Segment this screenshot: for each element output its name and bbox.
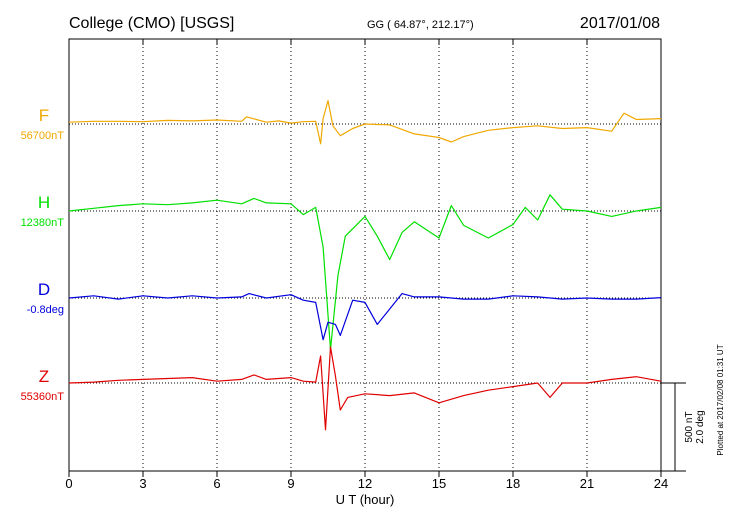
x-tick-label: 18 [506,476,520,491]
x-tick-labels: 0 3 6 9 12 15 18 21 24 [65,476,668,491]
x-ticks [68,39,662,477]
series-line-H [68,194,662,351]
series-labels: F 56700nT H 12380nT D -0.8deg Z 55360nT [21,106,65,403]
x-tick-label: 6 [213,476,220,491]
scale-bar: 500 nT 2.0 deg [661,382,706,472]
series-baseline-H: 12380nT [21,217,65,229]
x-tick-label: 0 [65,476,72,491]
plotted-note: Plotted at 2017/02/08 01:31 UT [716,344,725,455]
grid [142,39,588,471]
scale-bar-nt: 500 nT [684,411,695,442]
x-tick-label: 24 [654,476,668,491]
scale-bar-deg: 2.0 deg [695,410,706,443]
series-baseline-D: -0.8deg [27,304,64,316]
series-line-Z [68,346,662,431]
series-name-F: F [39,106,49,125]
series-name-Z: Z [39,367,49,386]
station-title: College (CMO) [USGS] [69,15,234,32]
x-tick-label: 9 [287,476,294,491]
series-name-D: D [38,280,50,299]
series-name-H: H [38,193,50,212]
series-line-D [68,293,662,341]
baselines [69,123,661,384]
x-tick-label: 21 [580,476,594,491]
series-line-F [68,99,662,145]
series-baseline-Z: 55360nT [21,391,65,403]
x-tick-label: 3 [139,476,146,491]
x-tick-label: 15 [432,476,446,491]
series-lines [68,99,662,431]
x-tick-label: 12 [358,476,372,491]
series-baseline-F: 56700nT [21,130,65,142]
chart-date: 2017/01/08 [580,15,660,32]
station-coords: GG ( 64.87°, 212.17°) [367,19,474,31]
x-axis-label: U T (hour) [336,492,395,507]
